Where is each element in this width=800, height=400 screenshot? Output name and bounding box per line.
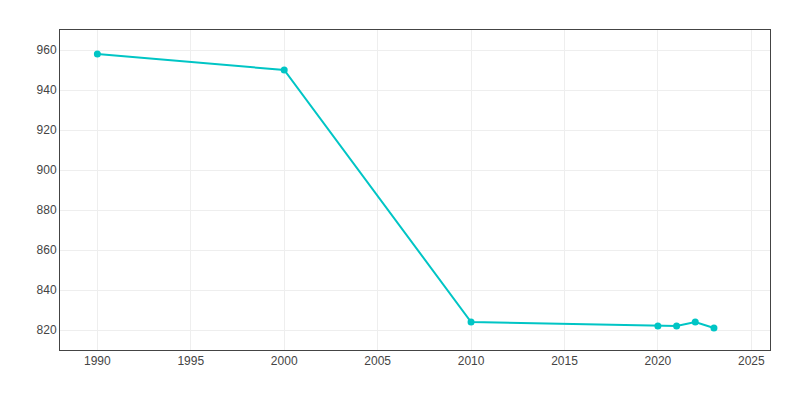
svg-text:2005: 2005: [364, 354, 391, 368]
svg-text:2000: 2000: [271, 354, 298, 368]
svg-text:880: 880: [37, 203, 57, 217]
svg-text:940: 940: [37, 83, 57, 97]
svg-text:860: 860: [37, 243, 57, 257]
svg-text:820: 820: [37, 323, 57, 337]
svg-text:2015: 2015: [551, 354, 578, 368]
svg-text:900: 900: [37, 163, 57, 177]
svg-text:1990: 1990: [84, 354, 111, 368]
svg-text:920: 920: [37, 123, 57, 137]
svg-text:960: 960: [37, 43, 57, 57]
svg-text:2025: 2025: [738, 354, 765, 368]
svg-text:1995: 1995: [177, 354, 204, 368]
svg-text:840: 840: [37, 283, 57, 297]
svg-text:2010: 2010: [458, 354, 485, 368]
svg-text:2020: 2020: [645, 354, 672, 368]
